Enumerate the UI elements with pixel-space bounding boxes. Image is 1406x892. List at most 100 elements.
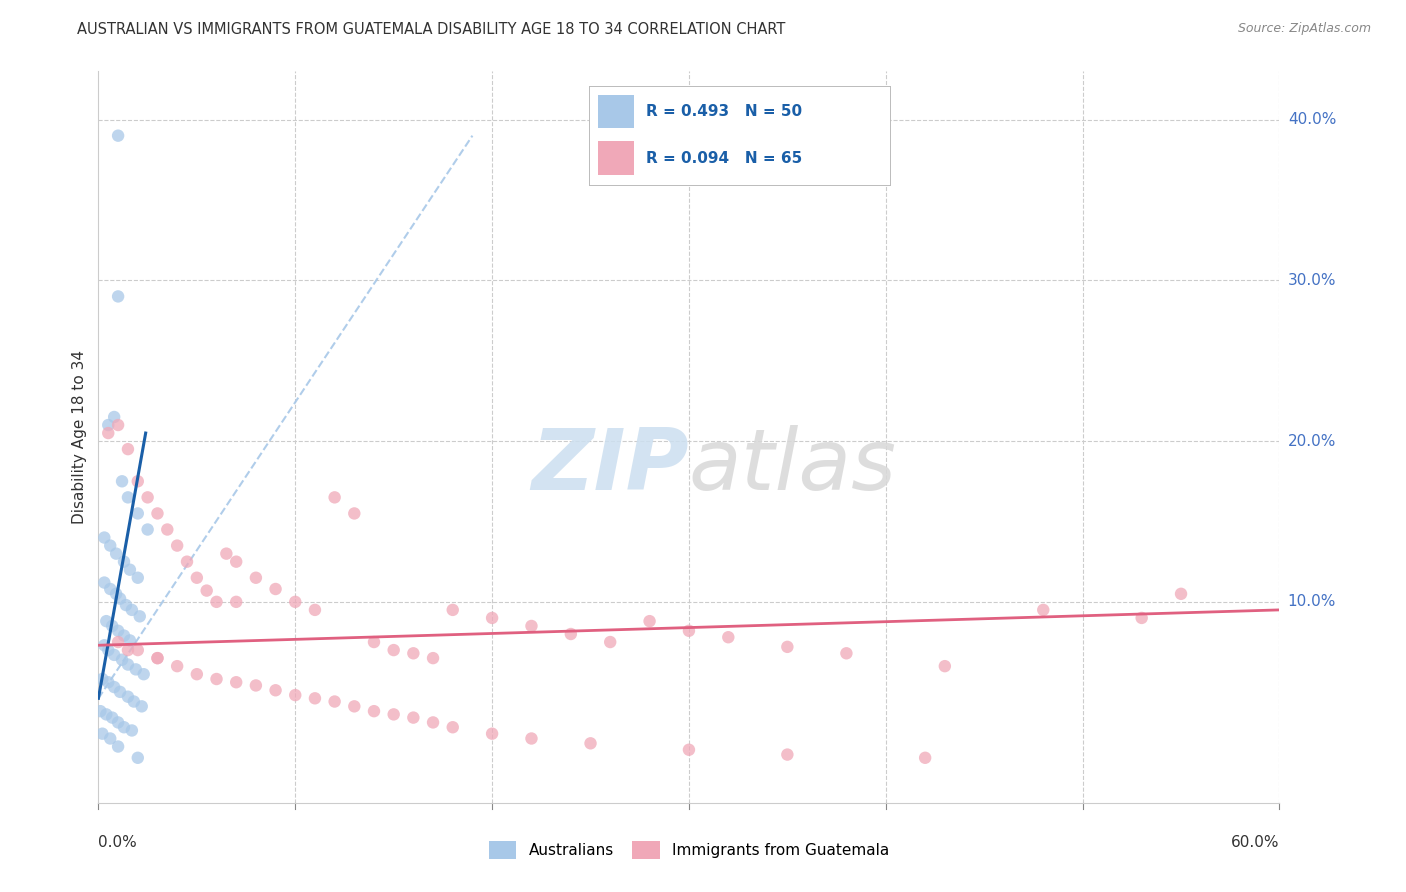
Point [481, 611, 503, 625]
Point [112, 720, 135, 734]
Point [111, 653, 134, 667]
Point [127, 571, 149, 585]
Text: 0.0%: 0.0% [98, 835, 138, 850]
Point [97, 417, 120, 432]
Point [304, 691, 326, 706]
Point [225, 675, 247, 690]
Point [108, 685, 131, 699]
Point [304, 603, 326, 617]
Text: atlas: atlas [689, 425, 897, 508]
Point [107, 128, 129, 143]
Point [343, 507, 366, 521]
Point [195, 583, 218, 598]
Point [131, 699, 153, 714]
Point [136, 523, 159, 537]
Point [117, 643, 139, 657]
Point [441, 603, 464, 617]
Point [176, 555, 198, 569]
Point [101, 710, 124, 724]
Point [481, 727, 503, 741]
Point [1170, 587, 1192, 601]
Point [520, 731, 543, 746]
Point [121, 603, 143, 617]
Point [107, 635, 129, 649]
Point [1032, 603, 1054, 617]
Point [91, 727, 114, 741]
Point [117, 442, 139, 457]
Point [97, 675, 120, 690]
Point [127, 751, 149, 765]
Point [914, 751, 936, 765]
Point [284, 595, 307, 609]
Point [107, 715, 129, 730]
Point [323, 491, 346, 505]
Point [245, 571, 267, 585]
Point [117, 690, 139, 704]
Point [363, 635, 385, 649]
Point [225, 555, 247, 569]
Point [115, 598, 138, 612]
Point [186, 571, 208, 585]
Point [343, 699, 366, 714]
Point [678, 743, 700, 757]
Point [146, 507, 169, 521]
Point [264, 683, 287, 698]
Text: Source: ZipAtlas.com: Source: ZipAtlas.com [1237, 22, 1371, 36]
Point [108, 591, 131, 606]
Point [107, 624, 129, 638]
Point [441, 720, 464, 734]
Point [579, 736, 602, 750]
Point [402, 710, 425, 724]
Point [107, 739, 129, 754]
Point [934, 659, 956, 673]
Text: AUSTRALIAN VS IMMIGRANTS FROM GUATEMALA DISABILITY AGE 18 TO 34 CORRELATION CHAR: AUSTRALIAN VS IMMIGRANTS FROM GUATEMALA … [77, 22, 786, 37]
Legend: Australians, Immigrants from Guatemala: Australians, Immigrants from Guatemala [482, 835, 896, 864]
Point [225, 595, 247, 609]
Point [127, 643, 149, 657]
Point [107, 289, 129, 303]
Point [127, 507, 149, 521]
Point [363, 704, 385, 718]
Point [118, 633, 141, 648]
Point [107, 417, 129, 432]
Point [422, 715, 444, 730]
Point [117, 657, 139, 672]
Point [422, 651, 444, 665]
Point [105, 587, 128, 601]
Point [638, 614, 661, 628]
Point [96, 614, 118, 628]
Text: 10.0%: 10.0% [1288, 594, 1336, 609]
Point [97, 643, 120, 657]
Point [186, 667, 208, 681]
Point [776, 640, 799, 654]
Point [127, 475, 149, 489]
Point [112, 555, 135, 569]
Point [264, 582, 287, 596]
Point [166, 539, 188, 553]
Point [382, 707, 405, 722]
Point [105, 547, 128, 561]
Point [125, 662, 148, 676]
Point [599, 635, 621, 649]
Point [101, 619, 124, 633]
Y-axis label: Disability Age 18 to 34: Disability Age 18 to 34 [72, 350, 87, 524]
Point [835, 646, 858, 660]
Point [205, 595, 228, 609]
Point [121, 723, 143, 738]
Point [166, 659, 188, 673]
Point [118, 563, 141, 577]
Point [284, 688, 307, 702]
Point [128, 609, 150, 624]
Point [146, 651, 169, 665]
Point [245, 678, 267, 692]
Point [146, 651, 169, 665]
Text: 30.0%: 30.0% [1288, 273, 1336, 288]
Point [91, 672, 114, 686]
Point [776, 747, 799, 762]
Point [96, 707, 118, 722]
Point [205, 672, 228, 686]
Point [111, 475, 134, 489]
Point [98, 582, 121, 596]
Point [98, 731, 121, 746]
Point [103, 409, 125, 424]
